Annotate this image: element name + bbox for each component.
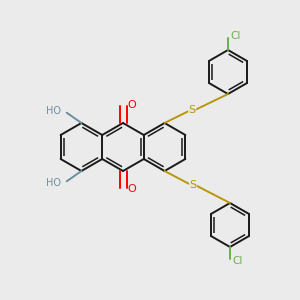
Text: HO: HO	[46, 178, 61, 188]
Text: HO: HO	[46, 106, 61, 116]
Text: Cl: Cl	[233, 256, 243, 266]
Text: S: S	[189, 105, 196, 115]
Text: O: O	[128, 100, 136, 110]
Text: Cl: Cl	[231, 31, 241, 41]
Text: S: S	[190, 180, 196, 190]
Text: O: O	[128, 184, 136, 194]
